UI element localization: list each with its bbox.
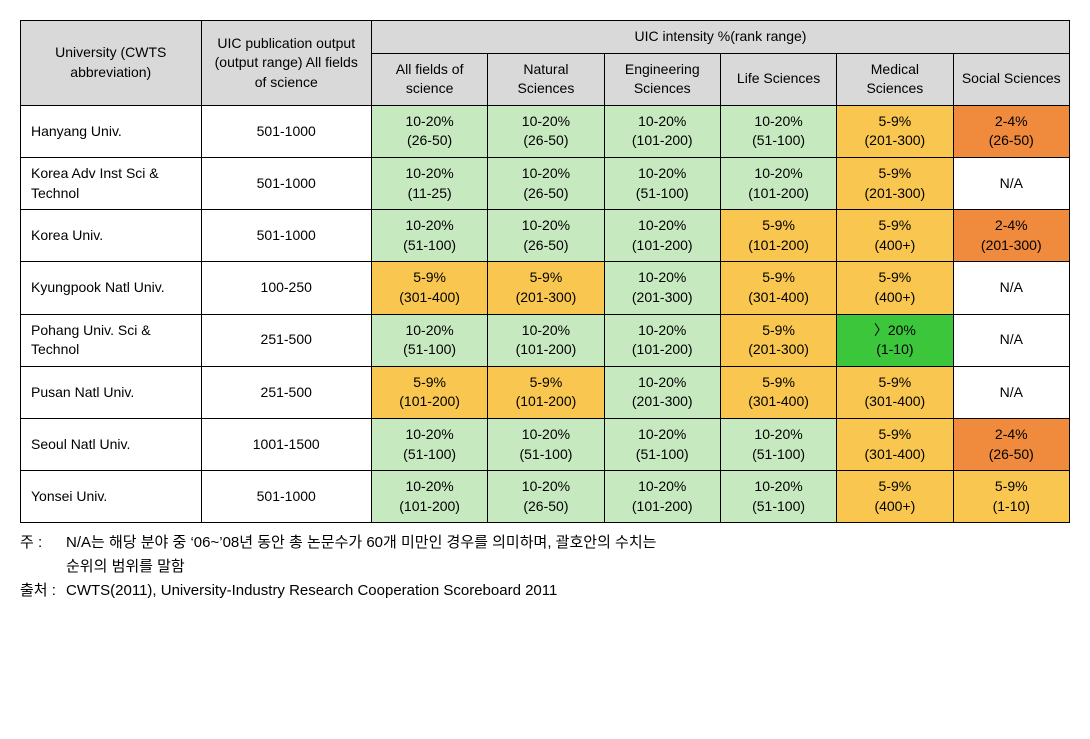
header-field-4: Medical Sciences — [837, 53, 953, 105]
university-cell: Korea Adv Inst Sci & Technol — [21, 157, 202, 209]
intensity-cell: 〉20%(1-10) — [837, 314, 953, 366]
header-row-1: University (CWTS abbreviation) UIC publi… — [21, 21, 1070, 54]
intensity-cell: 10-20%(26-50) — [371, 105, 487, 157]
note-line1: N/A는 해당 분야 중 ‘06~’08년 동안 총 논문수가 60개 미만인 … — [66, 531, 1070, 555]
intensity-cell: 10-20%(101-200) — [604, 314, 720, 366]
header-field-3: Life Sciences — [720, 53, 836, 105]
intensity-cell: 5-9%(101-200) — [371, 366, 487, 418]
university-cell: Pohang Univ. Sci & Technol — [21, 314, 202, 366]
intensity-cell: 5-9%(301-400) — [720, 262, 836, 314]
university-cell: Kyungpook Natl Univ. — [21, 262, 202, 314]
intensity-cell: 5-9%(301-400) — [837, 366, 953, 418]
intensity-cell: 5-9%(201-300) — [488, 262, 604, 314]
output-cell: 100-250 — [201, 262, 371, 314]
intensity-cell: 10-20%(101-200) — [371, 471, 487, 523]
intensity-cell: 2-4%(201-300) — [953, 210, 1069, 262]
intensity-cell: N/A — [953, 157, 1069, 209]
header-university: University (CWTS abbreviation) — [21, 21, 202, 106]
university-cell: Seoul Natl Univ. — [21, 418, 202, 470]
output-cell: 251-500 — [201, 366, 371, 418]
table-row: Korea Adv Inst Sci & Technol501-100010-2… — [21, 157, 1070, 209]
intensity-cell: 5-9%(301-400) — [720, 366, 836, 418]
intensity-cell: 10-20%(101-200) — [720, 157, 836, 209]
intensity-cell: N/A — [953, 366, 1069, 418]
intensity-cell: 5-9%(400+) — [837, 262, 953, 314]
source-row: 출처 : CWTS(2011), University-Industry Res… — [20, 579, 1070, 603]
table-row: Hanyang Univ.501-100010-20%(26-50)10-20%… — [21, 105, 1070, 157]
uic-table: University (CWTS abbreviation) UIC publi… — [20, 20, 1070, 523]
university-cell: Yonsei Univ. — [21, 471, 202, 523]
intensity-cell: 5-9%(101-200) — [488, 366, 604, 418]
intensity-cell: 10-20%(201-300) — [604, 262, 720, 314]
intensity-cell: 10-20%(201-300) — [604, 366, 720, 418]
university-cell: Pusan Natl Univ. — [21, 366, 202, 418]
intensity-cell: 10-20%(51-100) — [604, 418, 720, 470]
note-row: 주 : N/A는 해당 분야 중 ‘06~’08년 동안 총 논문수가 60개 … — [20, 531, 1070, 555]
intensity-cell: 2-4%(26-50) — [953, 105, 1069, 157]
intensity-cell: 10-20%(51-100) — [371, 210, 487, 262]
intensity-cell: 10-20%(26-50) — [488, 157, 604, 209]
intensity-cell: N/A — [953, 262, 1069, 314]
output-cell: 501-1000 — [201, 157, 371, 209]
intensity-cell: 5-9%(301-400) — [837, 418, 953, 470]
intensity-cell: 10-20%(51-100) — [371, 314, 487, 366]
intensity-cell: 10-20%(51-100) — [720, 105, 836, 157]
header-field-1: Natural Sciences — [488, 53, 604, 105]
table-head: University (CWTS abbreviation) UIC publi… — [21, 21, 1070, 106]
table-row: Seoul Natl Univ.1001-150010-20%(51-100)1… — [21, 418, 1070, 470]
output-cell: 501-1000 — [201, 210, 371, 262]
output-cell: 501-1000 — [201, 105, 371, 157]
output-cell: 251-500 — [201, 314, 371, 366]
intensity-cell: 10-20%(101-200) — [604, 105, 720, 157]
source-label: 출처 : — [20, 579, 66, 603]
notes: 주 : N/A는 해당 분야 중 ‘06~’08년 동안 총 논문수가 60개 … — [20, 531, 1070, 603]
note-line2: 순위의 범위를 말함 — [20, 555, 1070, 579]
intensity-cell: 10-20%(51-100) — [371, 418, 487, 470]
intensity-cell: 5-9%(201-300) — [720, 314, 836, 366]
intensity-cell: 5-9%(1-10) — [953, 471, 1069, 523]
intensity-cell: 10-20%(101-200) — [604, 471, 720, 523]
header-field-0: All fields of science — [371, 53, 487, 105]
output-cell: 1001-1500 — [201, 418, 371, 470]
table-row: Pusan Natl Univ.251-5005-9%(101-200)5-9%… — [21, 366, 1070, 418]
intensity-cell: 10-20%(26-50) — [488, 471, 604, 523]
header-intensity-group: UIC intensity %(rank range) — [371, 21, 1069, 54]
header-field-2: Engineering Sciences — [604, 53, 720, 105]
intensity-cell: 5-9%(400+) — [837, 471, 953, 523]
table-row: Kyungpook Natl Univ.100-2505-9%(301-400)… — [21, 262, 1070, 314]
intensity-cell: 10-20%(101-200) — [604, 210, 720, 262]
university-cell: Hanyang Univ. — [21, 105, 202, 157]
table-row: Pohang Univ. Sci & Technol251-50010-20%(… — [21, 314, 1070, 366]
table-row: Korea Univ.501-100010-20%(51-100)10-20%(… — [21, 210, 1070, 262]
intensity-cell: 5-9%(201-300) — [837, 157, 953, 209]
source-text: CWTS(2011), University-Industry Research… — [66, 579, 1070, 603]
intensity-cell: 10-20%(11-25) — [371, 157, 487, 209]
header-field-5: Social Sciences — [953, 53, 1069, 105]
table-body: Hanyang Univ.501-100010-20%(26-50)10-20%… — [21, 105, 1070, 523]
intensity-cell: 10-20%(101-200) — [488, 314, 604, 366]
intensity-cell: 10-20%(26-50) — [488, 210, 604, 262]
intensity-cell: 5-9%(400+) — [837, 210, 953, 262]
intensity-cell: 10-20%(51-100) — [720, 471, 836, 523]
intensity-cell: 10-20%(51-100) — [604, 157, 720, 209]
note-label: 주 : — [20, 531, 66, 555]
intensity-cell: 10-20%(26-50) — [488, 105, 604, 157]
intensity-cell: N/A — [953, 314, 1069, 366]
intensity-cell: 10-20%(51-100) — [720, 418, 836, 470]
intensity-cell: 5-9%(101-200) — [720, 210, 836, 262]
intensity-cell: 2-4%(26-50) — [953, 418, 1069, 470]
intensity-cell: 5-9%(301-400) — [371, 262, 487, 314]
header-output: UIC publication output (output range) Al… — [201, 21, 371, 106]
intensity-cell: 5-9%(201-300) — [837, 105, 953, 157]
table-row: Yonsei Univ.501-100010-20%(101-200)10-20… — [21, 471, 1070, 523]
output-cell: 501-1000 — [201, 471, 371, 523]
university-cell: Korea Univ. — [21, 210, 202, 262]
intensity-cell: 10-20%(51-100) — [488, 418, 604, 470]
